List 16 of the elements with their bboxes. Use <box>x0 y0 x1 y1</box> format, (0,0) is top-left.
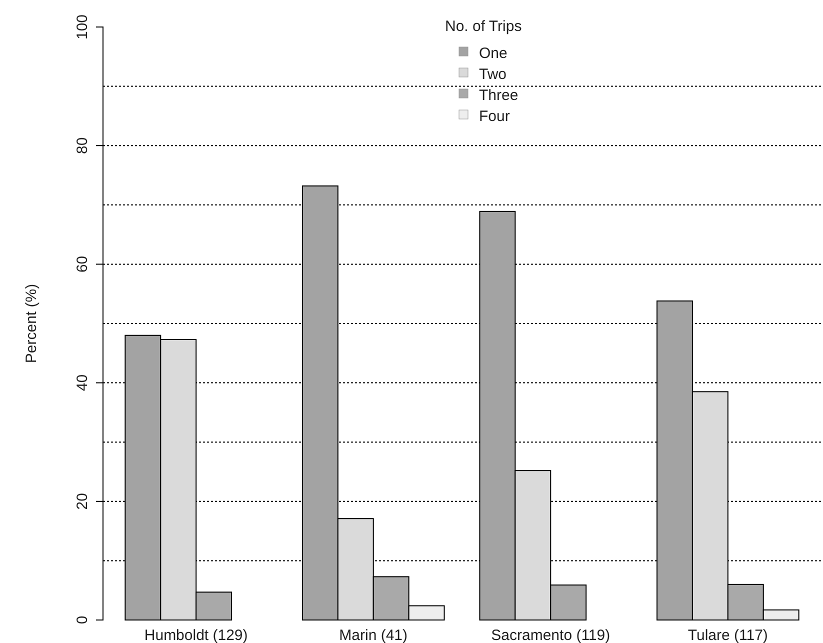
x-tick-label: Sacramento (119) <box>491 627 610 643</box>
y-tick-label: 0 <box>74 616 91 624</box>
x-tick-label: Marin (41) <box>339 627 408 643</box>
y-axis-title: Percent (%) <box>23 284 40 364</box>
x-tick-label: Humboldt (129) <box>144 627 248 643</box>
legend-label: Two <box>479 66 507 83</box>
y-tick-label: 80 <box>74 137 91 154</box>
legend-label: Four <box>479 108 510 125</box>
y-tick-label: 40 <box>74 374 91 392</box>
legend-label: Three <box>479 87 518 104</box>
y-tick-label: 60 <box>74 256 91 273</box>
legend-title: No. of Trips <box>445 18 522 35</box>
legend-label: One <box>479 45 508 62</box>
y-tick-label: 20 <box>74 493 91 510</box>
x-tick-label: Tulare (117) <box>688 627 768 643</box>
y-tick-label: 100 <box>74 14 91 40</box>
